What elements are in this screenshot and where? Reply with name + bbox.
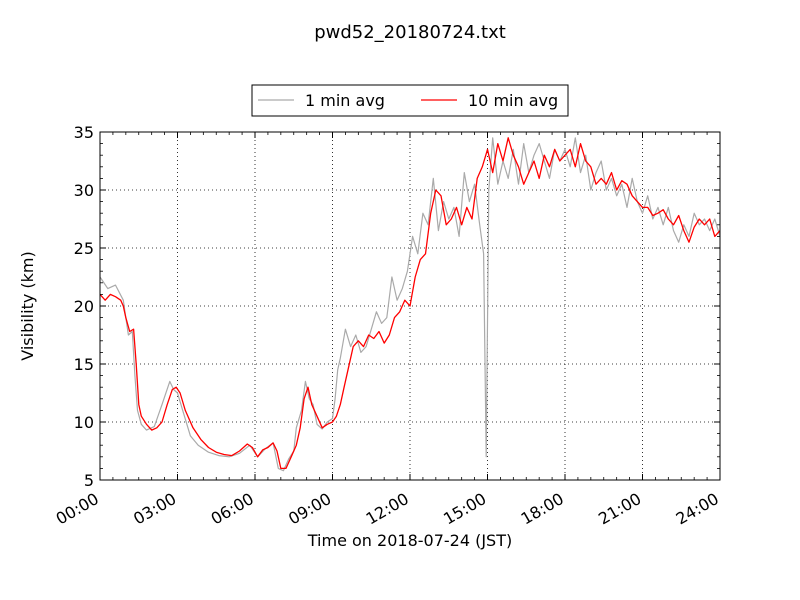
y-axis-label: Visibility (km) bbox=[18, 251, 37, 360]
series-1min-avg-line bbox=[100, 137, 720, 472]
y-tick-label: 30 bbox=[74, 181, 94, 200]
series-lines bbox=[100, 137, 720, 472]
series-10min-avg-line bbox=[100, 137, 720, 470]
y-tick-label: 25 bbox=[74, 239, 94, 258]
y-tick-label: 10 bbox=[74, 413, 94, 432]
legend-label-1min: 1 min avg bbox=[305, 91, 385, 110]
legend: 1 min avg 10 min avg bbox=[251, 84, 569, 117]
y-tick-label: 20 bbox=[74, 297, 94, 316]
y-tick-label: 5 bbox=[84, 471, 94, 490]
x-axis-label: Time on 2018-07-24 (JST) bbox=[307, 531, 512, 550]
legend-box bbox=[251, 84, 569, 117]
legend-label-10min: 10 min avg bbox=[468, 91, 558, 110]
y-tick-label: 15 bbox=[74, 355, 94, 374]
chart-title: pwd52_20180724.txt bbox=[314, 22, 506, 43]
y-tick-label: 35 bbox=[74, 123, 94, 142]
